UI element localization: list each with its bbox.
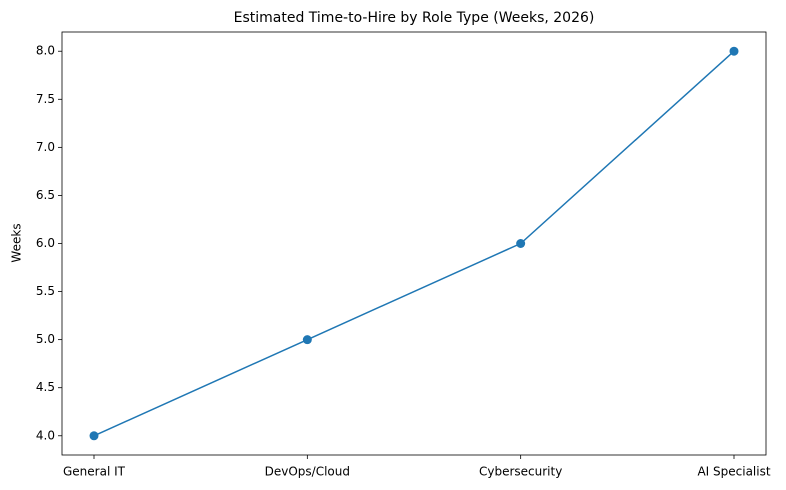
y-tick-label: 5.5 — [36, 284, 55, 298]
data-point — [89, 431, 99, 441]
data-point — [302, 335, 312, 345]
y-tick-label: 7.5 — [36, 92, 55, 106]
x-tick-label: AI Specialist — [697, 465, 770, 479]
x-tick-label: Cybersecurity — [479, 465, 562, 479]
x-tick-label: DevOps/Cloud — [265, 465, 350, 479]
data-point — [729, 46, 739, 56]
y-tick-label: 4.0 — [36, 428, 55, 442]
y-tick-label: 8.0 — [36, 44, 55, 58]
y-tick-label: 6.5 — [36, 188, 55, 202]
data-line — [93, 50, 735, 437]
chart-title: Estimated Time-to-Hire by Role Type (Wee… — [234, 10, 595, 26]
y-tick-label: 7.0 — [36, 140, 55, 154]
y-axis-label: Weeks — [10, 223, 24, 262]
x-tick-label: General IT — [63, 465, 126, 479]
data-point — [516, 239, 526, 248]
y-tick-label: 5.0 — [36, 332, 55, 346]
y-tick-label: 6.0 — [36, 236, 55, 250]
y-tick-label: 4.5 — [36, 380, 55, 394]
